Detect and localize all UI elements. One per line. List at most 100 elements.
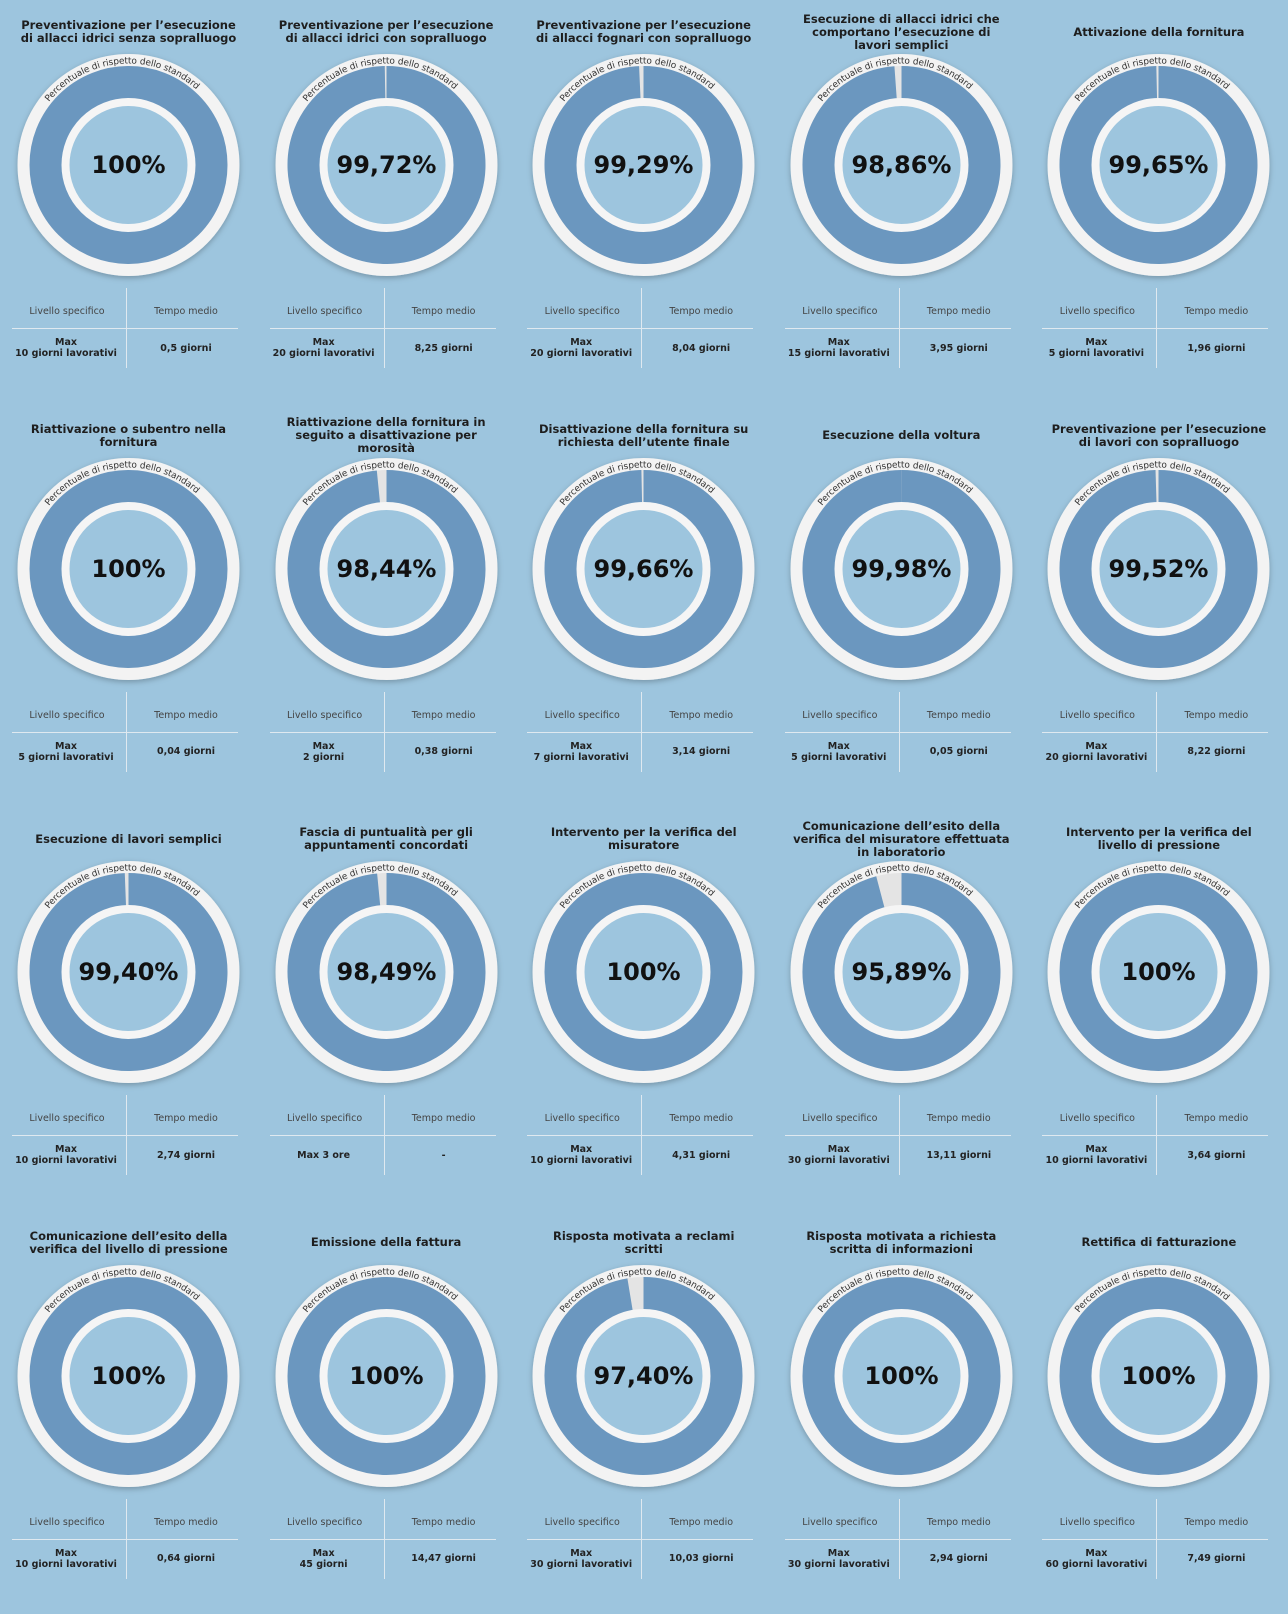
value-label: 99,65% [1109, 151, 1209, 179]
card: Intervento per la verifica del livello d… [1030, 807, 1287, 1210]
table-header: Livello specifico [1059, 1113, 1135, 1124]
donut-chart: Percentuale di rispetto dello standard98… [275, 457, 498, 680]
card-title: Risposta motivata a richiesta scritta di… [806, 1228, 997, 1256]
table-value-line: 10 giorni lavorativi [15, 1558, 117, 1570]
value-label: 100% [864, 1362, 938, 1390]
divider [898, 691, 900, 772]
divider [641, 691, 643, 772]
table-header: Tempo medio [669, 306, 734, 317]
card-title: Esecuzione di allacci idrici che comport… [803, 11, 1000, 52]
table-value: 3,14 giorni [643, 746, 759, 757]
card: Intervento per la verifica del misurator… [515, 807, 772, 1210]
donut-arc [287, 469, 486, 668]
table-value: 14,47 giorni [386, 1553, 502, 1564]
card: Comunicazione dell’esito della verifica … [773, 807, 1030, 1210]
donut-arc [287, 873, 486, 1071]
inner-ring [576, 501, 711, 636]
table-value: 0,64 giorni [128, 1553, 244, 1564]
donut-arc [802, 469, 1001, 668]
table-value-line: 2,74 giorni [156, 1149, 216, 1161]
table-value: Max 20 giorni lavorativi [523, 337, 639, 359]
inner-ring [576, 905, 711, 1039]
table-value: 0,5 giorni [128, 343, 244, 354]
divider [383, 1498, 385, 1579]
table-value-line: 20 giorni lavorativi [530, 348, 633, 359]
table-value-line: Max [827, 1547, 850, 1559]
card: Preventivazione per l’esecuzione di alla… [258, 0, 515, 403]
table-header: Livello specifico [29, 306, 105, 317]
value-label: 99,40% [79, 958, 179, 986]
divider [784, 1135, 1011, 1136]
table-value: Max 3 ore [266, 1150, 382, 1161]
donut-chart: Percentuale di rispetto dello standard98… [790, 54, 1013, 276]
divider [641, 1498, 643, 1579]
divider [1042, 1538, 1269, 1540]
table-value-line: Max [55, 1547, 77, 1559]
donut-arc [802, 873, 1001, 1071]
table-value-line: Max [1085, 337, 1108, 348]
donut-arc [544, 1276, 743, 1475]
table-value: 0,05 giorni [901, 746, 1017, 757]
divider [383, 691, 385, 772]
inner-ring [61, 98, 196, 232]
table-header: Tempo medio [926, 306, 991, 317]
value-label: 100% [91, 151, 165, 179]
table-header: Tempo medio [154, 306, 218, 317]
table-header: Livello specifico [544, 1516, 620, 1528]
table-header: Livello specifico [29, 1113, 105, 1124]
donut-arc [287, 66, 486, 264]
table-header: Tempo medio [411, 709, 476, 721]
donut-arc [1059, 1276, 1258, 1475]
table-value-line: 45 giorni [299, 1558, 348, 1570]
inner-ring [1091, 1308, 1226, 1443]
donut-chart: Percentuale di rispetto dello standard99… [532, 457, 755, 680]
divider [12, 1538, 238, 1540]
inner-ring [319, 501, 454, 636]
divider [641, 288, 643, 368]
table-value: 8,25 giorni [386, 343, 502, 354]
table-value-line: 0,04 giorni [156, 746, 216, 757]
divider [1156, 1095, 1158, 1175]
table-value-line: 3,14 giorni [672, 746, 731, 757]
donut-chart: Percentuale di rispetto dello standard10… [790, 1264, 1013, 1487]
table-value-line: 3,95 giorni [929, 342, 988, 354]
table-value-line: 10 giorni lavorativi [15, 348, 117, 359]
divider [126, 288, 127, 368]
table-value: 13,11 giorni [901, 1150, 1017, 1161]
table-value-line: Max [827, 1144, 850, 1155]
table-header: Livello specifico [802, 306, 878, 317]
donut-arc [544, 873, 743, 1071]
divider [383, 1095, 385, 1175]
donut-arc [1059, 66, 1258, 264]
card-title: Comunicazione dell’esito della verifica … [793, 818, 1010, 859]
table-value-line: 7,49 giorni [1187, 1553, 1246, 1564]
table-value: Max 60 giorni lavorativi [1038, 1548, 1154, 1570]
card-title: Disattivazione della fornitura su richie… [539, 421, 749, 449]
table-value-line: 20 giorni lavorativi [1045, 751, 1148, 763]
donut-arc [1059, 873, 1258, 1071]
donut-arc [29, 873, 228, 1071]
inner-ring [834, 905, 969, 1039]
donut-chart: Percentuale di rispetto dello standard98… [275, 861, 498, 1083]
table-value: Max 10 giorni lavorativi [8, 1548, 124, 1570]
card-title: Preventivazione per l’esecuzione di alla… [536, 18, 752, 45]
table-header: Tempo medio [154, 1516, 218, 1528]
table-header: Livello specifico [1059, 1516, 1135, 1528]
inner-ring [1091, 905, 1226, 1039]
donut-chart: Percentuale di rispetto dello standard10… [17, 54, 240, 276]
divider [898, 1095, 900, 1175]
value-label: 95,89% [851, 958, 951, 986]
table-header: Livello specifico [29, 709, 105, 721]
table-value: Max 15 giorni lavorativi [781, 337, 897, 359]
table-header: Tempo medio [411, 1113, 476, 1124]
value-label: 98,86% [851, 151, 951, 179]
divider [269, 1538, 496, 1540]
card-title: Rettifica di fatturazione [1081, 1235, 1237, 1249]
card: Preventivazione per l’esecuzione di alla… [0, 0, 257, 403]
table-value-line: 20 giorni lavorativi [272, 348, 375, 359]
table-value-line: Max [570, 1144, 593, 1155]
table-value: Max 10 giorni lavorativi [8, 1144, 124, 1166]
card: Rettifica di fatturazione Percentuale di … [1030, 1211, 1287, 1614]
divider [269, 1135, 496, 1136]
card-title: Comunicazione dell’esito della verifica … [29, 1228, 228, 1256]
